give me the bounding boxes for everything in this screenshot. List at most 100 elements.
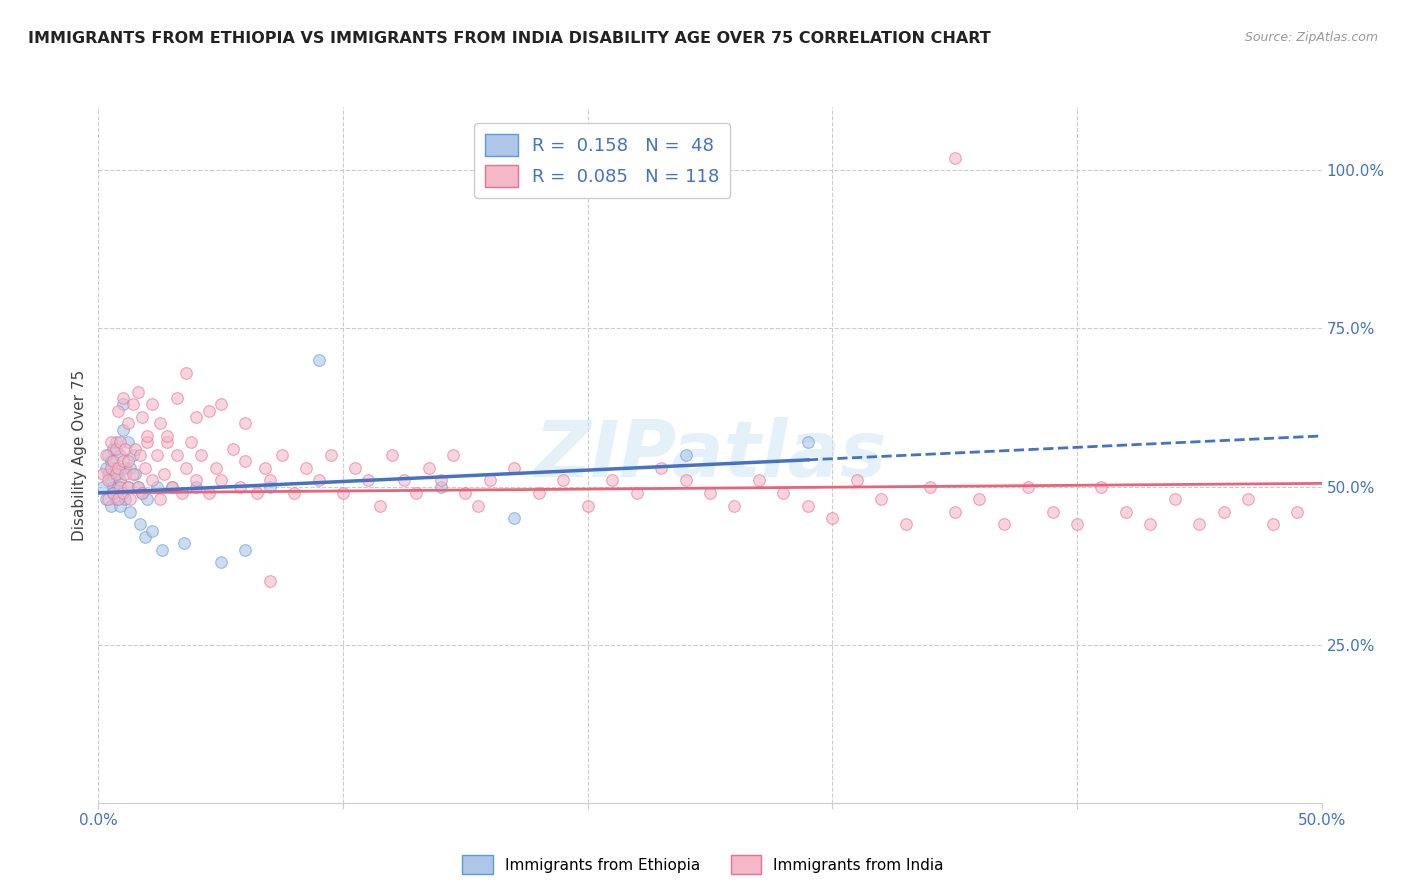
- Point: [114, 442, 136, 456]
- Point: [600, 473, 623, 487]
- Point: [1286, 505, 1309, 519]
- Point: [160, 479, 183, 493]
- Point: [111, 454, 134, 468]
- Point: [180, 435, 202, 450]
- Point: [97, 473, 120, 487]
- Point: [344, 460, 367, 475]
- Text: ZIPatlas: ZIPatlas: [534, 417, 886, 493]
- Point: [1164, 492, 1187, 507]
- Point: [101, 442, 124, 456]
- Point: [114, 467, 136, 481]
- Point: [259, 574, 281, 589]
- Point: [91, 479, 114, 493]
- Point: [993, 517, 1015, 532]
- Point: [176, 366, 198, 380]
- Point: [368, 499, 391, 513]
- Point: [110, 473, 132, 487]
- Point: [141, 397, 163, 411]
- Point: [308, 473, 330, 487]
- Point: [127, 384, 149, 399]
- Point: [153, 467, 176, 481]
- Point: [870, 492, 893, 507]
- Point: [129, 448, 152, 462]
- Point: [136, 435, 159, 450]
- Point: [675, 448, 697, 462]
- Point: [131, 409, 153, 424]
- Point: [772, 486, 794, 500]
- Point: [97, 467, 120, 481]
- Point: [209, 473, 232, 487]
- Point: [136, 492, 159, 507]
- Point: [295, 460, 318, 475]
- Point: [94, 448, 117, 462]
- Point: [170, 486, 193, 500]
- Point: [967, 492, 990, 507]
- Point: [117, 417, 139, 431]
- Point: [943, 505, 966, 519]
- Point: [1042, 505, 1064, 519]
- Point: [107, 492, 129, 507]
- Point: [114, 460, 136, 475]
- Point: [100, 499, 122, 513]
- Point: [356, 473, 378, 487]
- Point: [233, 542, 256, 557]
- Text: IMMIGRANTS FROM ETHIOPIA VS IMMIGRANTS FROM INDIA DISABILITY AGE OVER 75 CORRELA: IMMIGRANTS FROM ETHIOPIA VS IMMIGRANTS F…: [28, 31, 991, 46]
- Point: [149, 417, 172, 431]
- Point: [173, 536, 195, 550]
- Point: [111, 397, 134, 411]
- Point: [141, 473, 163, 487]
- Point: [120, 492, 142, 507]
- Point: [134, 460, 156, 475]
- Point: [845, 473, 868, 487]
- Point: [626, 486, 648, 500]
- Point: [478, 473, 501, 487]
- Point: [1212, 505, 1234, 519]
- Point: [120, 460, 142, 475]
- Point: [943, 151, 966, 165]
- Point: [127, 479, 149, 493]
- Point: [111, 391, 134, 405]
- Point: [124, 467, 146, 481]
- Point: [186, 473, 208, 487]
- Point: [253, 460, 276, 475]
- Point: [131, 486, 153, 500]
- Legend: Immigrants from Ethiopia, Immigrants from India: Immigrants from Ethiopia, Immigrants fro…: [456, 849, 950, 880]
- Point: [146, 479, 169, 493]
- Point: [131, 486, 153, 500]
- Point: [392, 473, 416, 487]
- Point: [104, 460, 127, 475]
- Point: [467, 499, 489, 513]
- Point: [100, 460, 122, 475]
- Point: [748, 473, 770, 487]
- Point: [101, 486, 124, 500]
- Point: [110, 499, 132, 513]
- Point: [283, 486, 305, 500]
- Text: Source: ZipAtlas.com: Source: ZipAtlas.com: [1244, 31, 1378, 45]
- Point: [576, 499, 599, 513]
- Point: [107, 403, 129, 417]
- Point: [127, 479, 149, 493]
- Point: [222, 442, 245, 456]
- Point: [246, 486, 269, 500]
- Point: [134, 530, 156, 544]
- Point: [104, 442, 127, 456]
- Point: [797, 435, 820, 450]
- Point: [156, 435, 179, 450]
- Point: [1017, 479, 1039, 493]
- Point: [381, 448, 404, 462]
- Point: [209, 556, 232, 570]
- Point: [1261, 517, 1284, 532]
- Point: [205, 460, 228, 475]
- Point: [1237, 492, 1260, 507]
- Legend: R =  0.158   N =  48, R =  0.085   N = 118: R = 0.158 N = 48, R = 0.085 N = 118: [474, 123, 730, 198]
- Point: [186, 409, 208, 424]
- Point: [120, 505, 142, 519]
- Point: [1090, 479, 1112, 493]
- Point: [111, 486, 134, 500]
- Point: [430, 473, 453, 487]
- Point: [797, 499, 820, 513]
- Point: [97, 448, 120, 462]
- Point: [111, 423, 134, 437]
- Point: [233, 454, 256, 468]
- Y-axis label: Disability Age Over 75: Disability Age Over 75: [72, 369, 87, 541]
